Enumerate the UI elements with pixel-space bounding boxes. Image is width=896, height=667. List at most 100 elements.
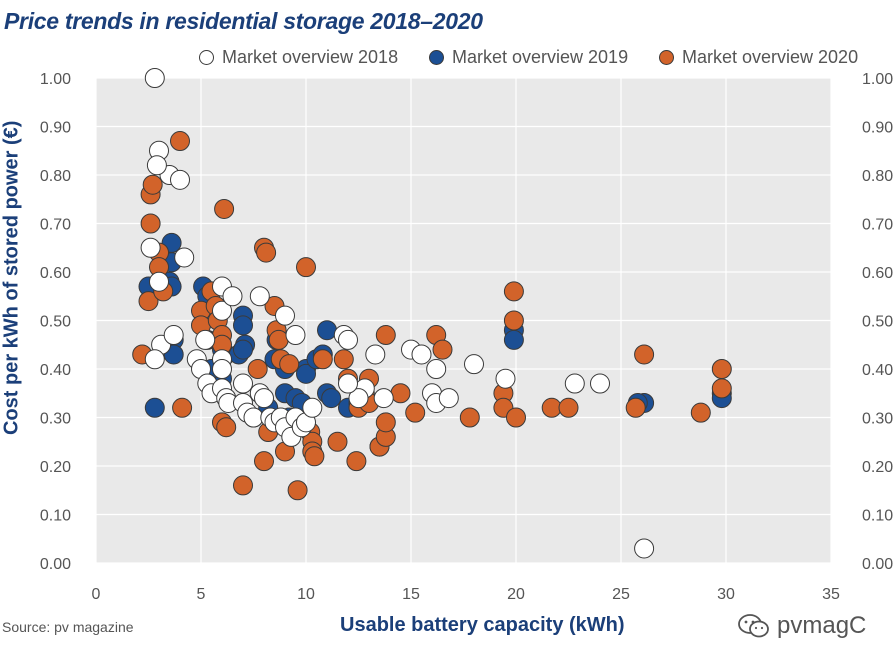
data-point	[233, 373, 253, 394]
wechat-icon	[738, 614, 769, 638]
y-tick-label-left: 1.00	[40, 71, 71, 88]
data-points	[132, 68, 732, 559]
x-tick-label: 30	[717, 586, 735, 603]
gridlines	[95, 77, 832, 564]
x-tick-label: 35	[822, 586, 840, 603]
data-point	[254, 388, 274, 409]
data-point	[287, 480, 308, 501]
data-point	[411, 344, 432, 365]
legend-label-2019: Market overview 2019	[452, 47, 629, 67]
x-tick-label: 20	[507, 586, 525, 603]
x-tick-label: 15	[402, 586, 420, 603]
y-tick-label-left: 0.20	[40, 459, 71, 476]
data-point	[338, 329, 358, 350]
y-tick-label-left: 0.00	[40, 556, 71, 573]
data-point	[634, 538, 655, 559]
data-point	[503, 310, 524, 331]
data-point	[405, 402, 426, 423]
data-point	[163, 325, 184, 346]
legend-marker-2019	[429, 50, 444, 65]
legend-marker-2020	[659, 50, 674, 65]
data-point	[438, 388, 459, 409]
data-point	[564, 373, 585, 394]
data-point	[317, 320, 337, 341]
data-point	[170, 131, 190, 152]
y-tick-label-right: 0.70	[862, 217, 893, 234]
y-tick-label-right: 0.60	[862, 265, 893, 282]
y-tick-label-right: 1.00	[862, 71, 893, 88]
data-point	[254, 451, 274, 472]
y-tick-label-right: 0.90	[862, 120, 893, 137]
data-point	[249, 286, 270, 307]
data-point	[495, 368, 516, 389]
y-tick-label-left: 0.40	[40, 362, 71, 379]
data-point	[634, 344, 655, 365]
data-point	[144, 68, 165, 88]
data-point	[503, 281, 524, 302]
data-point	[140, 237, 161, 258]
data-point	[174, 247, 195, 268]
data-point	[348, 388, 369, 409]
legend-label-2018: Market overview 2018	[222, 47, 399, 67]
data-point	[146, 155, 167, 176]
data-point	[144, 397, 165, 418]
data-point	[459, 407, 480, 428]
data-point	[233, 475, 253, 496]
data-point	[327, 431, 348, 452]
data-point	[170, 169, 190, 190]
data-point	[375, 412, 396, 433]
y-tick-label-right: 0.50	[862, 314, 893, 331]
y-tick-label-left: 0.10	[40, 508, 71, 525]
data-point	[321, 388, 342, 409]
y-tick-label-left: 0.30	[40, 411, 71, 428]
data-point	[390, 383, 411, 404]
data-point	[233, 339, 253, 360]
data-point	[216, 417, 237, 438]
x-tick-label: 10	[297, 586, 315, 603]
y-tick-label-left: 0.70	[40, 217, 71, 234]
legend-marker-2018	[199, 50, 214, 65]
data-point	[503, 329, 524, 350]
series-market-overview-2020	[132, 131, 732, 501]
data-point	[142, 174, 163, 195]
data-point	[302, 397, 323, 418]
watermark: pvmagC	[737, 612, 866, 640]
data-point	[625, 397, 646, 418]
data-point	[426, 359, 447, 379]
legend-label-2020: Market overview 2020	[682, 47, 859, 67]
x-tick-label: 25	[612, 586, 630, 603]
data-point	[338, 373, 358, 394]
data-point	[279, 354, 300, 375]
data-point	[365, 344, 386, 365]
y-tick-label-left: 0.50	[40, 314, 71, 331]
data-point	[711, 359, 732, 379]
data-point	[590, 373, 610, 394]
y-axis-label: Cost per kWh of stored power (€)	[0, 120, 23, 435]
y-tick-label-left: 0.90	[40, 120, 71, 137]
source-note: Source: pv magazine	[2, 619, 134, 635]
data-point	[140, 213, 161, 234]
data-point	[275, 305, 295, 326]
y-tick-label-right: 0.80	[862, 168, 893, 185]
chart-title: Price trends in residential storage 2018…	[4, 8, 483, 34]
data-point	[212, 359, 232, 379]
x-axis: 0 5 10 15 20 25 30 35	[92, 586, 840, 603]
data-point	[233, 315, 253, 336]
data-point	[506, 407, 526, 428]
legend-item-2019: Market overview 2019	[429, 47, 628, 68]
y-axis-left: 0.00 0.10 0.20 0.30 0.40 0.50 0.60 0.70 0.80 0.90…	[40, 71, 71, 573]
data-point	[373, 388, 394, 409]
data-point	[195, 329, 216, 350]
data-point	[296, 363, 316, 384]
legend-item-2018: Market overview 2018	[199, 47, 398, 68]
data-point	[144, 349, 165, 370]
data-point	[222, 286, 243, 307]
x-axis-label: Usable battery capacity (kWh)	[340, 614, 625, 636]
data-point	[312, 349, 333, 370]
legend-item-2020: Market overview 2020	[659, 47, 858, 68]
series-market-overview-2018	[140, 68, 655, 559]
data-point	[268, 329, 289, 350]
x-tick-label: 5	[197, 586, 206, 603]
y-tick-label-right: 0.00	[862, 556, 893, 573]
